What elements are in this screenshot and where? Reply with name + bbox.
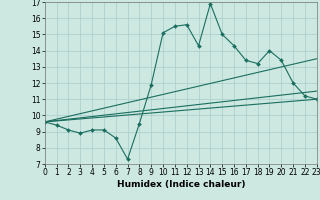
X-axis label: Humidex (Indice chaleur): Humidex (Indice chaleur)	[116, 180, 245, 189]
